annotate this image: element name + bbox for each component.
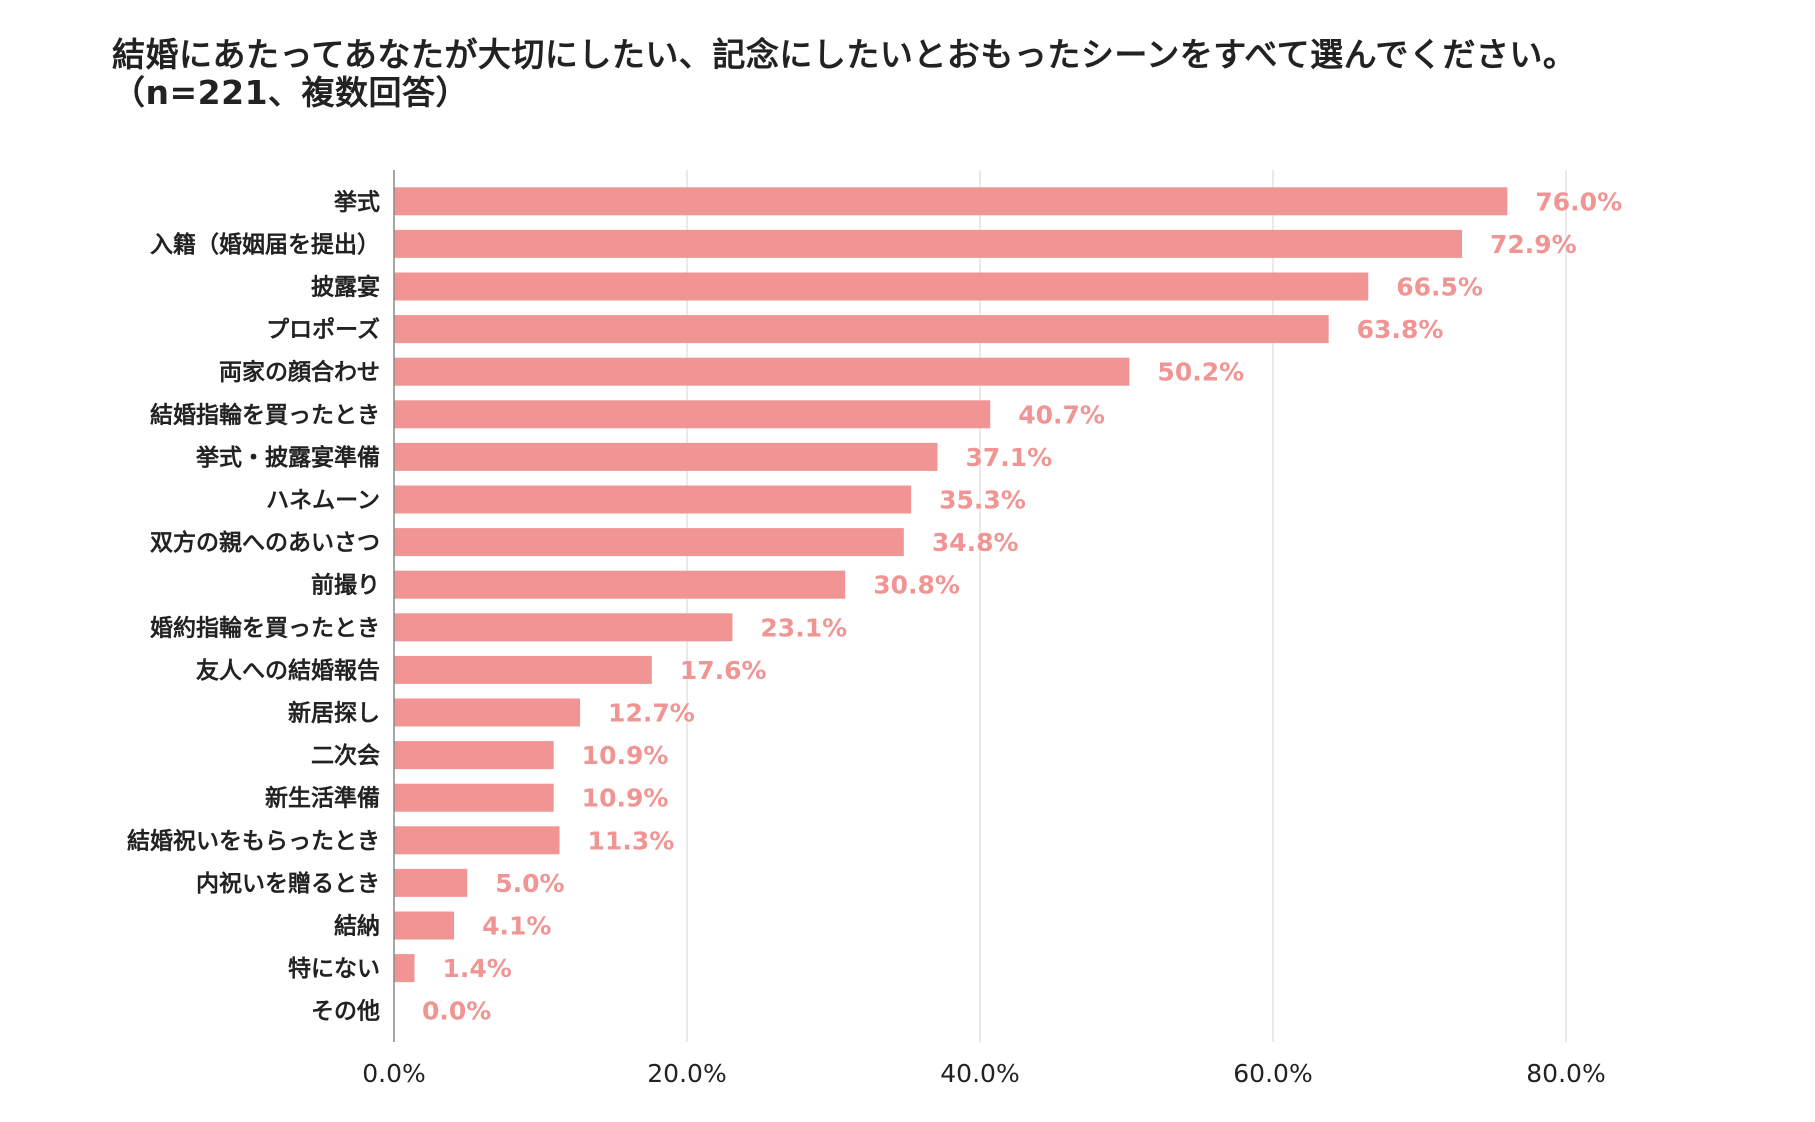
category-label: 前撮り — [311, 572, 380, 599]
value-label: 76.0% — [1535, 187, 1622, 216]
bar — [394, 783, 554, 812]
value-label: 0.0% — [422, 997, 491, 1026]
category-label: 挙式 — [334, 189, 380, 215]
value-label: 72.9% — [1490, 230, 1577, 259]
value-label: 10.9% — [582, 784, 669, 813]
value-label: 10.9% — [582, 741, 669, 770]
chart-title-line-1: 結婚にあたってあなたが大切にしたい、記念にしたいとおもったシーンをすべて選んでく… — [112, 35, 1577, 74]
x-tick-label: 40.0% — [940, 1059, 1019, 1088]
bar — [394, 570, 846, 599]
value-label: 50.2% — [1157, 358, 1244, 387]
bar — [394, 954, 415, 983]
bar — [394, 741, 554, 770]
bar — [394, 442, 938, 471]
category-label: 入籍（婚姻届を提出） — [150, 231, 380, 258]
value-label: 63.8% — [1357, 315, 1444, 344]
category-label: 結婚祝いをもらったとき — [127, 827, 380, 854]
value-label: 12.7% — [608, 699, 695, 728]
category-label: 挙式・披露宴準備 — [196, 444, 380, 471]
x-tick-label: 0.0% — [362, 1059, 426, 1088]
category-label: 二次会 — [311, 742, 380, 769]
category-label: 新生活準備 — [265, 785, 380, 812]
category-label: ハネムーン — [266, 488, 380, 514]
bar — [394, 613, 733, 642]
category-label: 新居探し — [288, 700, 380, 727]
category-label: 結婚指輪を買ったとき — [150, 401, 380, 428]
value-label: 40.7% — [1018, 400, 1105, 429]
bars — [394, 187, 1508, 983]
category-label: 披露宴 — [311, 274, 380, 301]
x-tick-label: 20.0% — [647, 1059, 726, 1088]
bar — [394, 400, 991, 429]
value-label: 1.4% — [443, 954, 512, 983]
bar — [394, 229, 1462, 258]
category-label: 内祝いを贈るとき — [196, 870, 380, 897]
x-tick-label: 80.0% — [1526, 1059, 1605, 1088]
x-tick-label: 60.0% — [1233, 1059, 1312, 1088]
bar — [394, 315, 1329, 344]
bar — [394, 826, 560, 855]
category-label: 友人への結婚報告 — [196, 657, 380, 684]
value-label: 37.1% — [966, 443, 1053, 472]
bar — [394, 528, 904, 557]
chart-title: 結婚にあたってあなたが大切にしたい、記念にしたいとおもったシーンをすべて選んでく… — [112, 36, 1576, 112]
bar — [394, 868, 468, 897]
category-label: 婚約指輪を買ったとき — [150, 614, 380, 641]
value-label: 66.5% — [1396, 273, 1483, 302]
category-label: その他 — [311, 999, 380, 1025]
category-label: プロポーズ — [266, 316, 380, 343]
bar — [394, 485, 912, 514]
value-label: 5.0% — [495, 869, 564, 898]
bar — [394, 187, 1508, 216]
value-label: 17.6% — [680, 656, 767, 685]
category-label: 両家の顔合わせ — [219, 359, 380, 386]
chart-title-line-2: （n=221、複数回答） — [112, 73, 470, 112]
value-label: 4.1% — [482, 912, 551, 941]
category-label: 結納 — [334, 913, 380, 940]
axes: 0.0% 20.0% 40.0% 60.0% 80.0% 挙式 76.0% 入籍（婚姻届を提出… — [127, 170, 1622, 1088]
value-label: 34.8% — [932, 528, 1019, 557]
bar — [394, 698, 581, 727]
value-label: 35.3% — [939, 486, 1026, 515]
bar — [394, 357, 1130, 386]
category-label: 特にない — [288, 956, 380, 982]
category-label: 双方の親へのあいさつ — [150, 529, 380, 556]
bar — [394, 272, 1369, 301]
bar — [394, 911, 455, 940]
value-label: 11.3% — [588, 826, 675, 855]
value-label: 30.8% — [873, 571, 960, 600]
bar — [394, 655, 652, 684]
value-label: 23.1% — [760, 613, 847, 642]
